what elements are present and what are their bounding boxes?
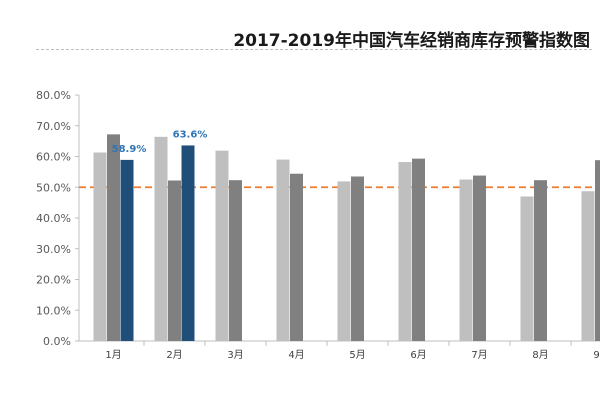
y-tick-label: 20.0% <box>36 274 71 287</box>
bar <box>229 180 242 341</box>
bar <box>107 134 120 341</box>
chart-title: 2017-2019年中国汽车经销商库存预警指数图 <box>233 31 590 51</box>
bar <box>473 175 486 341</box>
title-divider <box>36 49 592 50</box>
x-tick-label: 9月 <box>593 349 600 361</box>
x-tick-label: 7月 <box>471 349 487 361</box>
bar <box>398 162 412 341</box>
y-tick-label: 10.0% <box>36 304 71 317</box>
bar <box>337 181 351 341</box>
bar <box>181 145 195 341</box>
bar <box>276 159 290 341</box>
labels-layer: 58.9% 63.6% <box>112 129 208 154</box>
data-label: 63.6% <box>173 129 208 140</box>
bar <box>520 196 534 341</box>
y-tick-label: 40.0% <box>36 212 71 225</box>
bar <box>215 150 229 341</box>
bar <box>290 173 303 341</box>
bar <box>351 176 364 341</box>
bar <box>93 152 107 341</box>
y-tick-label: 60.0% <box>36 151 71 164</box>
bar <box>412 158 425 341</box>
x-tick-label: 6月 <box>410 349 426 361</box>
x-tick-label: 4月 <box>288 349 304 361</box>
chart-axes: 0.0% 10.0% 20.0% 30.0% 40.0% 50.0% 60.0% 70.0% 8… <box>36 89 600 361</box>
bar <box>459 179 473 341</box>
x-tick-label: 1月 <box>105 349 121 361</box>
bars-layer <box>93 134 600 341</box>
x-tick-label: 5月 <box>349 349 365 361</box>
y-tick-label: 30.0% <box>36 243 71 256</box>
bar <box>120 159 134 341</box>
data-label: 58.9% <box>112 144 147 155</box>
y-tick-label: 80.0% <box>36 89 71 102</box>
y-tick-label: 0.0% <box>43 335 71 348</box>
y-tick-label: 70.0% <box>36 120 71 133</box>
x-tick-label: 3月 <box>227 349 243 361</box>
x-tick-label: 8月 <box>532 349 548 361</box>
bar <box>168 180 181 341</box>
bar <box>154 136 168 341</box>
y-tick-label: 50.0% <box>36 181 71 194</box>
bar <box>595 160 600 341</box>
bar <box>581 191 595 341</box>
x-tick-label: 2月 <box>166 349 182 361</box>
bar <box>534 180 547 341</box>
